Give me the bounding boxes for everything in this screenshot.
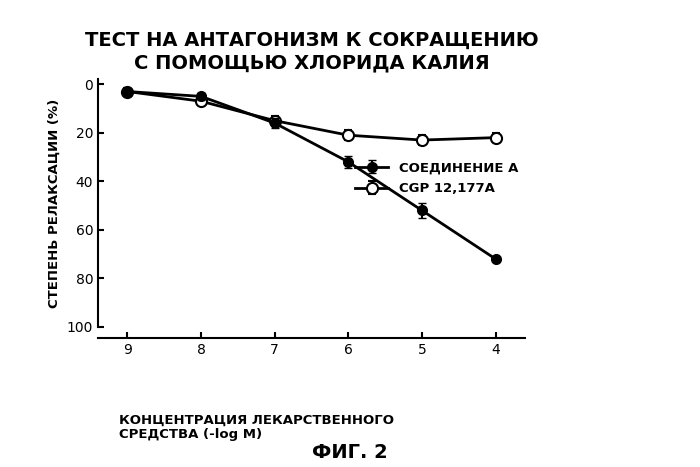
Legend: СОЕДИНЕНИЕ А, CGP 12,177A: СОЕДИНЕНИЕ А, CGP 12,177A [356,162,519,195]
Text: КОНЦЕНТРАЦИЯ ЛЕКАРСТВЕННОГО
СРЕДСТВА (-log M): КОНЦЕНТРАЦИЯ ЛЕКАРСТВЕННОГО СРЕДСТВА (-l… [119,413,394,441]
Text: ФИГ. 2: ФИГ. 2 [312,443,388,462]
Title: ТЕСТ НА АНТАГОНИЗМ К СОКРАЩЕНИЮ
С ПОМОЩЬЮ ХЛОРИДА КАЛИЯ: ТЕСТ НА АНТАГОНИЗМ К СОКРАЩЕНИЮ С ПОМОЩЬ… [85,31,538,72]
Y-axis label: СТЕПЕНЬ РЕЛАКСАЦИИ (%): СТЕПЕНЬ РЕЛАКСАЦИИ (%) [48,99,61,308]
